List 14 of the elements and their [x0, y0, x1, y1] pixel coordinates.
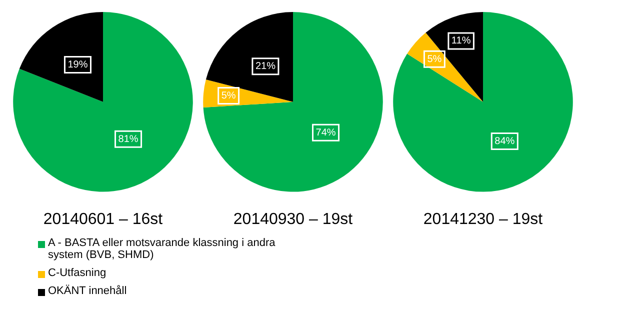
- data-label: 74%: [316, 127, 336, 138]
- legend-label: C-Utfasning: [48, 267, 106, 279]
- text: 20141230 – 19st: [423, 210, 544, 228]
- text: 20140930 – 19st: [233, 210, 354, 228]
- legend-label: OKÄNT innehåll: [48, 285, 127, 297]
- data-label: 21%: [255, 61, 276, 72]
- data-label: 5%: [221, 90, 236, 102]
- data-label: 11%: [451, 36, 471, 47]
- legend-label: A - BASTA eller motsvarande klassning i andra system (BVB, SHMD): [48, 237, 276, 261]
- data-label: 84%: [494, 136, 515, 148]
- data-label: 81%: [118, 134, 138, 145]
- text: 20140601 – 16st: [43, 210, 164, 228]
- data-label: 19%: [68, 59, 88, 70]
- data-label: 5%: [427, 54, 442, 65]
